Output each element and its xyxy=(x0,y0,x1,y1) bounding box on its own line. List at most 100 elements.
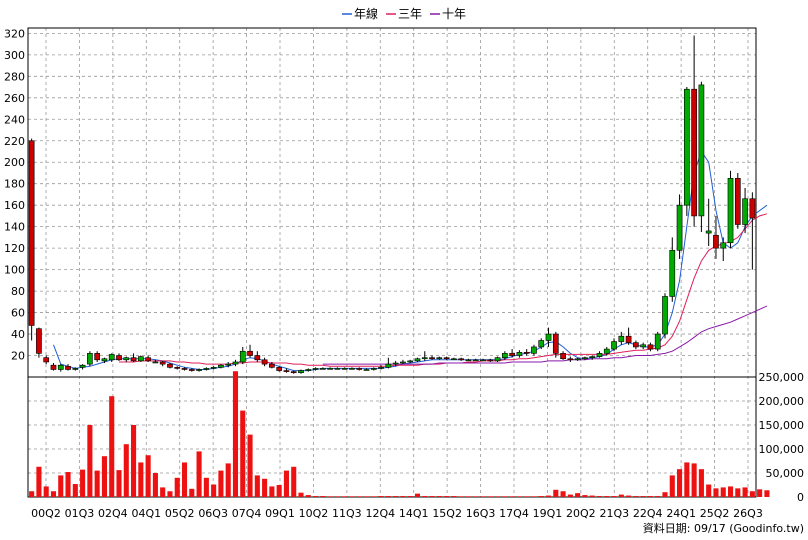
candle-body xyxy=(596,353,603,357)
candle-body xyxy=(152,361,159,364)
volume-bar xyxy=(698,469,704,497)
candle-body xyxy=(742,198,748,225)
volume-bars xyxy=(29,371,770,497)
x-tick-label: 00Q2 xyxy=(31,507,61,520)
candle-body xyxy=(429,357,435,360)
volume-bar xyxy=(473,496,479,497)
volume-bar xyxy=(444,496,450,497)
volume-bar xyxy=(240,410,246,497)
volume-bar xyxy=(196,451,202,497)
x-tick-label: 16Q3 xyxy=(466,507,496,520)
volume-bar xyxy=(727,486,734,497)
volume-bar xyxy=(283,470,289,497)
volume-bar xyxy=(36,466,42,497)
price-tick-label: 260 xyxy=(4,92,25,105)
volume-bar xyxy=(101,456,107,497)
candle-body xyxy=(647,344,654,350)
candle-body xyxy=(196,369,202,371)
x-tick-label: 10Q2 xyxy=(299,507,329,520)
volume-bar xyxy=(742,487,748,497)
x-tick-label: 09Q1 xyxy=(265,507,295,520)
candle-body xyxy=(341,368,348,370)
price-tick-label: 240 xyxy=(4,113,25,126)
candle-body xyxy=(611,341,617,350)
candle-body xyxy=(232,361,239,365)
volume-bar xyxy=(145,455,151,497)
candle-body xyxy=(662,296,668,335)
candle-body xyxy=(72,368,79,370)
x-tick-label: 21Q3 xyxy=(599,507,629,520)
volume-bar xyxy=(458,496,464,497)
candle-body xyxy=(654,333,661,350)
volume-bar xyxy=(138,462,144,497)
volume-bar xyxy=(480,496,486,497)
volume-panel-frame xyxy=(27,376,757,498)
candle-body xyxy=(43,357,50,363)
volume-bar xyxy=(509,496,515,497)
volume-bar xyxy=(152,473,158,497)
volume-bar xyxy=(65,472,71,497)
candle-body xyxy=(312,368,319,370)
volume-bar xyxy=(262,478,268,497)
volume-bar xyxy=(669,475,675,497)
volume-bar xyxy=(363,496,370,497)
candle-body xyxy=(582,357,588,360)
candle-body xyxy=(538,340,545,348)
volume-bar xyxy=(29,491,35,497)
candle-body xyxy=(683,88,690,206)
volume-bar xyxy=(655,496,661,497)
volume-bar xyxy=(502,496,508,497)
volume-bar xyxy=(276,485,282,497)
price-panel-frame xyxy=(27,27,757,378)
candle-body xyxy=(698,84,705,217)
volume-bar xyxy=(116,470,122,497)
candle-body xyxy=(94,353,101,361)
candle-body xyxy=(727,178,734,244)
volume-tick-label: 250,000 xyxy=(759,371,805,384)
candle-body xyxy=(385,363,392,368)
candle-body xyxy=(298,370,304,374)
volume-bar xyxy=(567,494,573,497)
volume-bar xyxy=(422,496,428,497)
volume-bar xyxy=(647,496,653,497)
volume-bar xyxy=(662,492,668,497)
volume-bar xyxy=(633,496,639,497)
volume-bar xyxy=(72,484,78,497)
candle-body xyxy=(108,354,115,361)
volume-bar xyxy=(720,487,726,497)
candle-body xyxy=(676,204,683,251)
x-tick-label: 24Q1 xyxy=(666,507,696,520)
x-tick-label: 15Q2 xyxy=(432,507,462,520)
candle-body xyxy=(334,368,341,370)
candle-body xyxy=(589,356,596,358)
candle-body xyxy=(516,352,523,356)
candle-body xyxy=(603,348,610,354)
volume-bar xyxy=(691,463,697,497)
volume-bar xyxy=(436,496,442,497)
candle-body xyxy=(734,178,741,225)
volume-bar xyxy=(545,495,552,497)
volume-bar xyxy=(553,489,559,497)
candle-body xyxy=(123,357,130,361)
candle-body xyxy=(239,350,246,363)
volume-bar xyxy=(560,491,566,497)
price-tick-label: 120 xyxy=(4,242,25,255)
volume-bar xyxy=(385,496,391,497)
candle-body xyxy=(443,357,450,360)
volume-bar xyxy=(305,495,311,497)
volume-bar xyxy=(611,496,617,497)
volume-bar xyxy=(349,496,355,497)
volume-bar xyxy=(589,495,595,497)
candle-body xyxy=(65,365,71,370)
volume-bar xyxy=(218,470,224,497)
x-tick-label: 20Q2 xyxy=(566,507,596,520)
volume-bar xyxy=(58,475,64,497)
x-tick-label: 11Q3 xyxy=(332,507,362,520)
candle-body xyxy=(87,353,93,365)
candle-body xyxy=(305,369,312,371)
volume-bar xyxy=(313,496,319,497)
volume-bar xyxy=(232,371,239,497)
x-tick-label: 19Q1 xyxy=(533,507,563,520)
candle-body xyxy=(370,368,377,370)
